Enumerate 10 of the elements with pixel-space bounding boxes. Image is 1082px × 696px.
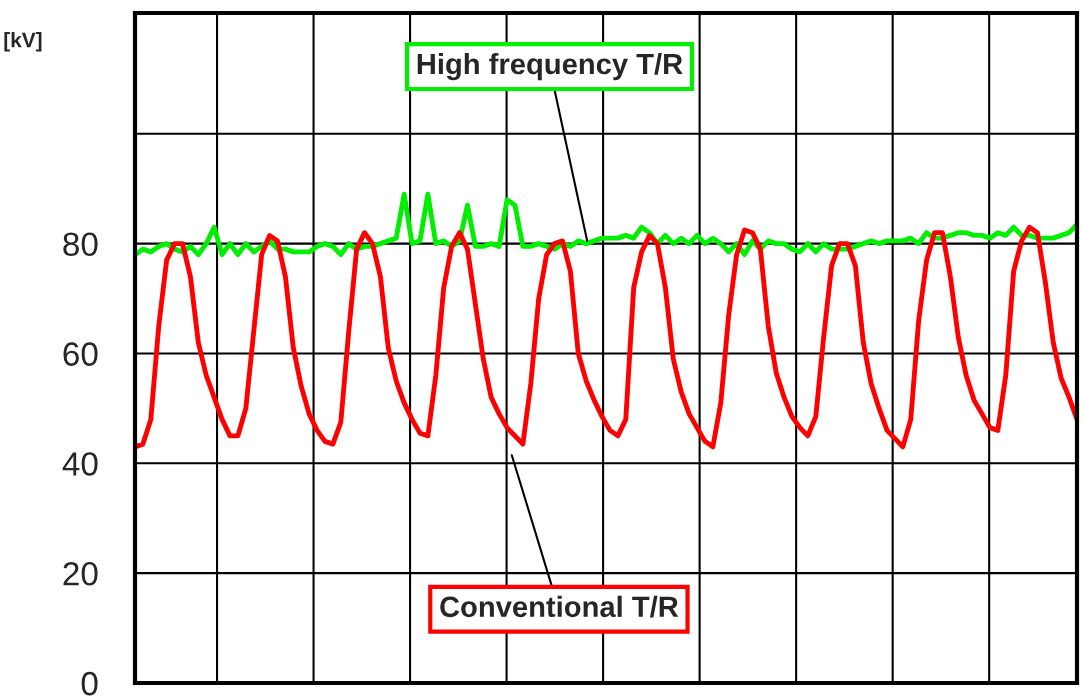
line-series xyxy=(135,191,1077,258)
annotation: Conventional T/R xyxy=(440,595,679,618)
y-tick-label: 80 xyxy=(63,232,98,257)
annotation: High frequency T/R xyxy=(417,52,683,81)
y-tick-label: 0 xyxy=(81,671,98,696)
line-series xyxy=(135,224,1077,450)
y-tick-label: 20 xyxy=(63,561,98,586)
y-tick-label: 40 xyxy=(62,452,98,476)
y-tick-label: 60 xyxy=(63,342,98,366)
y-axis-title: [kV] xyxy=(4,32,42,52)
